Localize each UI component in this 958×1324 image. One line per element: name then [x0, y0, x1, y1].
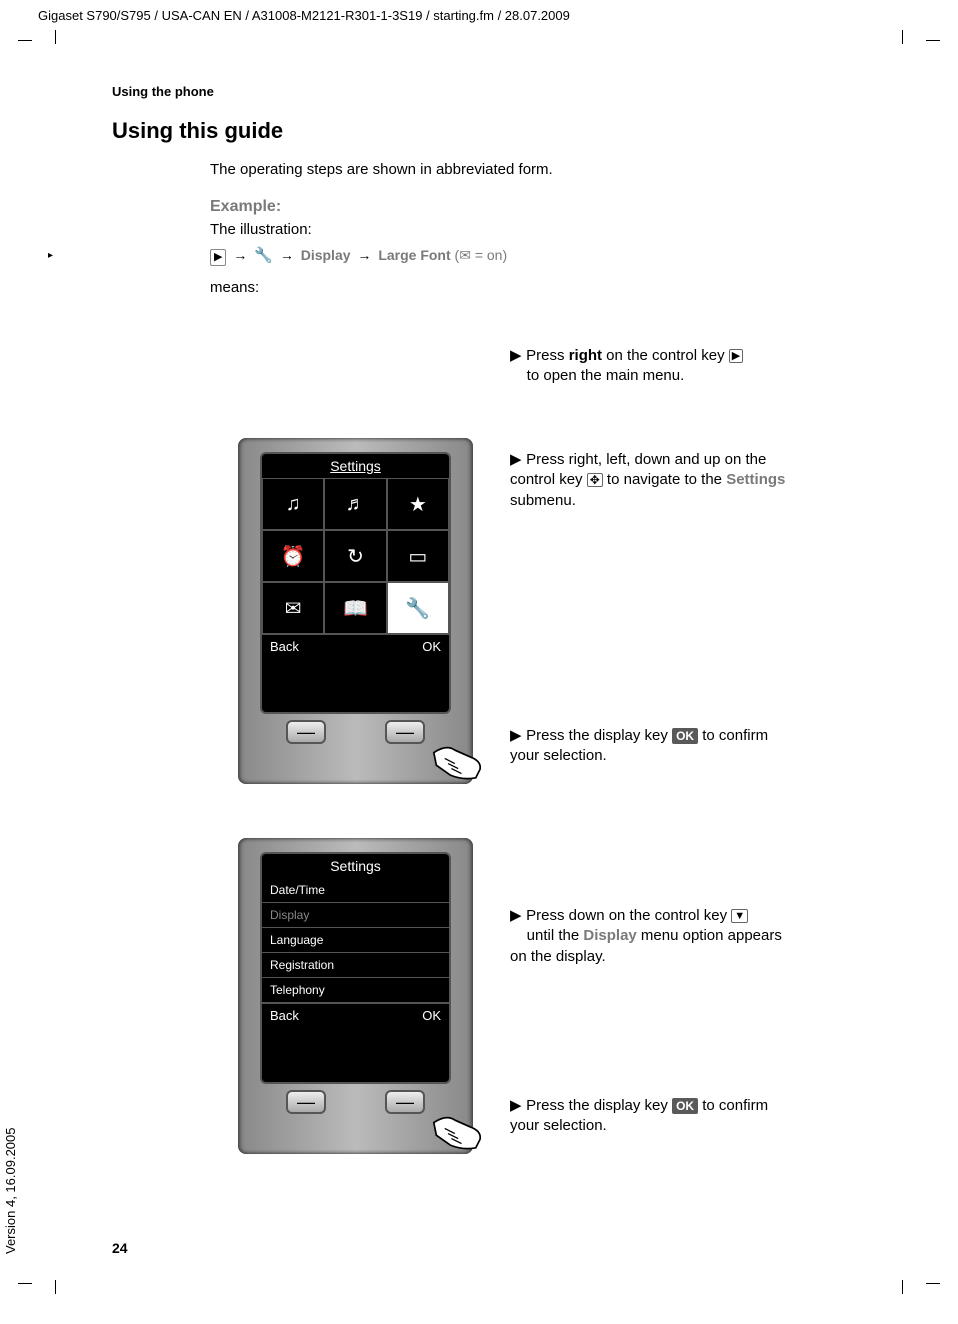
list-item: Registration — [262, 953, 449, 978]
dash-button: — — [385, 1090, 425, 1114]
list-item: Date/Time — [262, 878, 449, 903]
grid-cell-icon: ♬ — [324, 478, 386, 530]
ok-pill: OK — [672, 728, 698, 744]
phone-screen-grid: Settings ♫♬★ ⏰↻▭ ✉📖🔧 Back OK — [260, 452, 451, 714]
list-item: Language — [262, 928, 449, 953]
step5-instruction: ▶ Press the display key OK to confirm yo… — [510, 1096, 800, 1137]
phone-screen-list: Settings Date/TimeDisplayLanguageRegistr… — [260, 852, 451, 1084]
pointing-finger-icon — [428, 1110, 490, 1152]
header-path: Gigaset S790/S795 / USA-CAN EN / A31008-… — [38, 8, 570, 23]
page-number: 24 — [112, 1240, 128, 1256]
means-label: means: — [210, 278, 259, 298]
crop-mark — [55, 1280, 56, 1294]
grid-cell-icon: 🔧 — [387, 582, 449, 634]
side-arrow-icon: ▸ — [48, 250, 53, 261]
screen-title: Settings — [262, 454, 449, 478]
grid-cell-icon: ↻ — [324, 530, 386, 582]
screen-title: Settings — [262, 854, 449, 878]
version-text: Version 4, 16.09.2005 — [3, 1128, 18, 1255]
grid-cell-icon: ▭ — [387, 530, 449, 582]
step1-instruction: ▶ Press right on the control key ▶ to op… — [510, 346, 800, 387]
crop-mark — [18, 1283, 32, 1284]
softkey-back: Back — [270, 639, 299, 654]
grid-cell-icon: ★ — [387, 478, 449, 530]
crop-mark — [55, 30, 56, 44]
list-item: Telephony — [262, 978, 449, 1003]
step4-instruction: ▶ Press down on the control key ▼ until … — [510, 906, 800, 967]
dash-button: — — [286, 1090, 326, 1114]
softkey-ok: OK — [422, 1008, 441, 1023]
right-key-icon: ▶ — [729, 349, 743, 363]
section-title: Using the phone — [112, 84, 214, 99]
softkey-ok: OK — [422, 639, 441, 654]
step2-instruction: ▶ Press right, left, down and up on the … — [510, 450, 800, 511]
list-item: Display — [262, 903, 449, 928]
example-label: Example: — [210, 196, 281, 218]
crop-mark — [926, 40, 940, 41]
grid-cell-icon: ⏰ — [262, 530, 324, 582]
softkey-back: Back — [270, 1008, 299, 1023]
grid-cell-icon: ♫ — [262, 478, 324, 530]
illustration-label: The illustration: — [210, 220, 312, 240]
nav-key-icon: ✥ — [587, 473, 603, 487]
crop-mark — [926, 1283, 940, 1284]
down-key-icon: ▼ — [731, 909, 748, 923]
breadcrumb-line: ▶ → 🔧 → Display → Large Font (✉ = on) — [210, 246, 507, 266]
grid-cell-icon: ✉ — [262, 582, 324, 634]
intro-text: The operating steps are shown in abbrevi… — [210, 160, 553, 180]
crop-mark — [902, 1280, 903, 1294]
ok-pill: OK — [672, 1098, 698, 1114]
crop-mark — [902, 30, 903, 44]
crop-mark — [18, 40, 32, 41]
step3-instruction: ▶ Press the display key OK to confirm yo… — [510, 726, 800, 767]
grid-cell-icon: 📖 — [324, 582, 386, 634]
dash-button: — — [286, 720, 326, 744]
dash-button: — — [385, 720, 425, 744]
pointing-finger-icon — [428, 740, 490, 782]
page-heading: Using this guide — [112, 118, 283, 144]
